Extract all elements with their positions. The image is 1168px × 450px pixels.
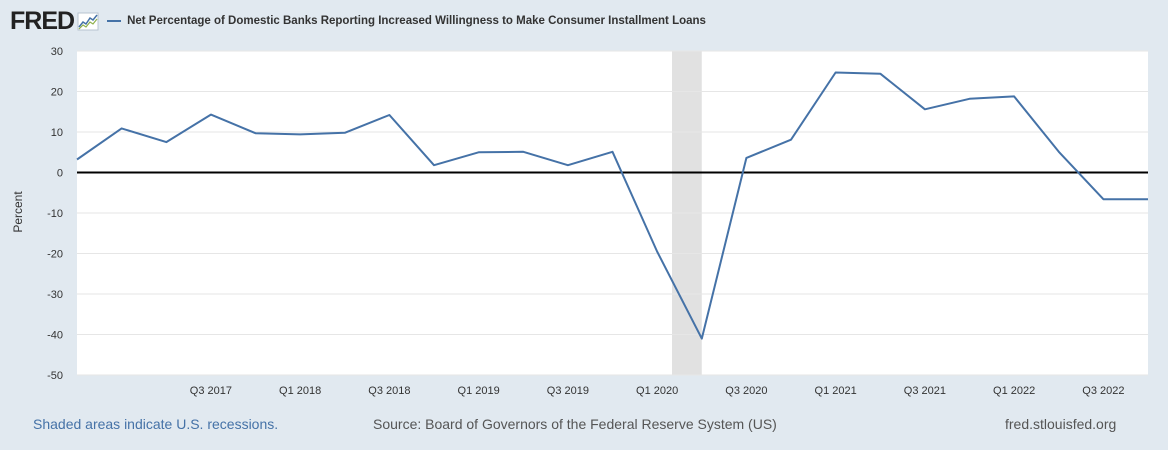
y-tick-label: 10 (51, 127, 63, 139)
x-tick-label: Q1 2022 (993, 385, 1035, 397)
y-tick-label: -10 (47, 208, 63, 220)
chart-title: Net Percentage of Domestic Banks Reporti… (127, 15, 706, 27)
x-tick-label: Q3 2022 (1082, 385, 1124, 397)
x-tick-label: Q1 2020 (636, 385, 678, 397)
site-link[interactable]: fred.stlouisfed.org (1005, 416, 1117, 432)
y-tick-label: 0 (57, 168, 63, 180)
x-tick-label: Q3 2021 (904, 385, 946, 397)
source-note: Source: Board of Governors of the Federa… (373, 416, 777, 432)
y-tick-label: 20 (51, 87, 63, 99)
chart-header: FRED Net Percentage of Domestic Banks Re… (10, 8, 706, 34)
x-tick-label: Q1 2018 (279, 385, 321, 397)
line-graph-icon (77, 12, 99, 31)
x-tick-label: Q3 2020 (725, 385, 767, 397)
recession-note[interactable]: Shaded areas indicate U.S. recessions. (33, 416, 279, 432)
y-axis-label: Percent (11, 191, 25, 233)
chart-area[interactable]: 30 20 10 0 -10 -20 -30 -40 -50 Q3 2017 Q1 2018 Q3 … (0, 0, 1168, 410)
y-tick-label: -20 (47, 249, 63, 261)
y-tick-label: -50 (47, 370, 63, 382)
x-tick-label: Q3 2019 (547, 385, 589, 397)
series-line[interactable] (76, 71, 1148, 340)
y-tick-label: -30 (47, 289, 63, 301)
x-tick-label: Q1 2019 (458, 385, 500, 397)
x-tick-label: Q3 2018 (368, 385, 410, 397)
legend-swatch (107, 20, 122, 22)
y-tick-label: 30 (51, 46, 63, 58)
x-tick-label: Q3 2017 (190, 385, 232, 397)
x-tick-label: Q1 2021 (815, 385, 857, 397)
fred-logo[interactable]: FRED (10, 7, 75, 35)
y-tick-label: -40 (47, 330, 63, 342)
